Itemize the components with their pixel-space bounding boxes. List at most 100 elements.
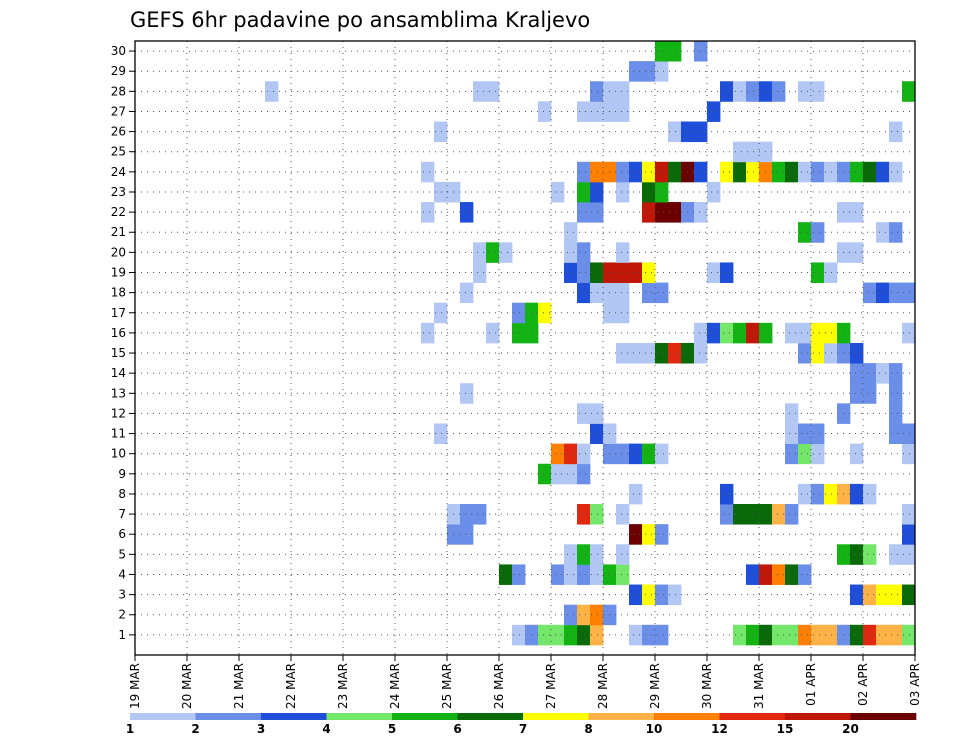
heatmap-cell [577,282,591,304]
heatmap-cell [616,81,630,102]
heatmap-cell [564,544,578,565]
heatmap-cell [590,202,604,223]
heatmap-cell [720,483,734,505]
heatmap-cell [265,81,279,102]
heatmap-cell [590,262,604,283]
y-tick-label: 3 [118,588,126,602]
heatmap-cell [772,564,786,585]
x-tick-label: 31 MAR [752,663,766,709]
heatmap-cell [590,403,604,424]
heatmap-cell [590,624,604,646]
colorbar-label: 4 [322,722,330,736]
heatmap-cell [668,41,682,62]
heatmap-cell [811,81,825,102]
y-tick-label: 11 [111,427,126,441]
y-tick-label: 8 [118,487,126,501]
heatmap-cell [746,161,760,183]
heatmap-cell [902,524,916,545]
heatmap-cell [863,282,877,304]
heatmap-cell [655,202,669,223]
heatmap-cell [616,443,630,465]
heatmap-cell [707,101,721,122]
heatmap-cell [733,141,747,163]
heatmap-cell [577,443,591,465]
heatmap-cell [798,564,812,585]
heatmap-cell [642,584,656,606]
heatmap-cell [850,383,864,404]
heatmap-cell [785,443,799,465]
heatmap-cell [850,342,864,364]
x-tick-label: 28 MAR [596,663,610,709]
heatmap-cell [421,161,435,183]
heatmap-cell [499,242,513,263]
heatmap-cell [590,604,604,626]
heatmap-cell [863,383,877,404]
heatmap-cell [876,624,890,646]
heatmap-cell [486,322,500,344]
heatmap-cell [811,423,825,445]
heatmap-cell [707,181,721,203]
heatmap-cell [889,544,903,565]
y-tick-label: 1 [118,628,126,642]
heatmap-cell [694,161,708,183]
heatmap-cell [512,564,526,585]
heatmap-cell [694,322,708,344]
heatmap-cell [733,81,747,102]
heatmap-cell [551,463,565,485]
heatmap-cell [616,342,630,364]
heatmap-cell [616,302,630,324]
heatmap-cell [629,584,643,606]
y-tick-label: 16 [111,326,126,340]
heatmap-cell [434,423,448,445]
heatmap-cell [616,504,630,525]
heatmap-cell [733,161,747,183]
heatmap-cell [694,121,708,143]
x-tick-label: 02 APR [856,663,870,706]
heatmap-cell [655,41,669,62]
heatmap-cell [811,222,825,243]
heatmap-cell [824,483,838,505]
heatmap-cell [629,262,643,283]
heatmap-cell [499,564,513,585]
heatmap-cell [798,423,812,445]
heatmap-cell [616,564,630,585]
heatmap-cell [434,181,448,203]
heatmap-cell [538,101,552,122]
heatmap-cell [902,322,916,344]
heatmap-cell [564,222,578,243]
heatmap-cell [720,161,734,183]
x-tick-label: 27 MAR [544,663,558,709]
heatmap-cell [811,624,825,646]
heatmap-cell [642,202,656,223]
heatmap-cell [889,584,903,606]
heatmap-cell [902,282,916,304]
heatmap-cell [551,443,565,465]
x-tick-label: 26 MAR [492,663,506,709]
heatmap-cell [668,584,682,606]
grid-dots [135,41,915,655]
heatmap-cell [486,242,500,263]
heatmap-cell [590,423,604,445]
heatmap-cell [655,443,669,465]
heatmap-cell [655,342,669,364]
heatmap-cell [577,604,591,626]
y-tick-label: 12 [111,406,126,420]
colorbar-segment [850,713,917,720]
heatmap-cell [746,141,760,163]
heatmap-cell [655,161,669,183]
heatmap-cell [642,262,656,283]
heatmap-cell [889,363,903,384]
y-tick-label: 19 [111,266,126,280]
colorbar-segment [719,713,786,720]
heatmap-cell [876,161,890,183]
heatmap-cell [564,463,578,485]
colorbar-label: 3 [257,722,265,736]
heatmap-cell [785,624,799,646]
heatmap-cell [733,624,747,646]
colorbar-segment [654,713,720,720]
y-tick-label: 15 [111,346,126,360]
heatmap-cell [460,383,474,404]
x-tick-label: 19 MAR [128,663,142,709]
colorbar-segment [130,713,196,720]
heatmap-cell [460,524,474,545]
